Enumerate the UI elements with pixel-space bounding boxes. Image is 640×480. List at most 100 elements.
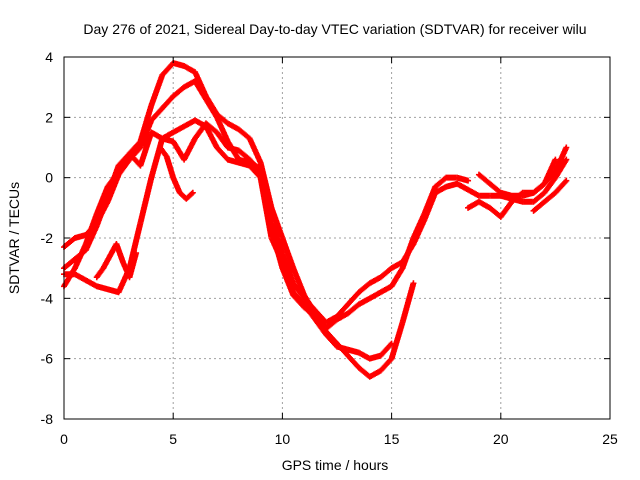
track-segment bbox=[334, 341, 350, 358]
track-segment bbox=[531, 199, 547, 213]
tick-layer: 0 5 10 15 20 25 -8 -6 -4 -2 0 2 4 bbox=[41, 49, 618, 447]
track-segment bbox=[302, 296, 318, 313]
series-track-e bbox=[93, 241, 140, 281]
x-tick-label: 10 bbox=[275, 431, 291, 447]
track-segment bbox=[542, 157, 558, 186]
data-point bbox=[410, 280, 417, 287]
track-segment bbox=[553, 145, 569, 174]
data-point bbox=[189, 189, 196, 196]
track-segment bbox=[126, 251, 139, 279]
track-segment bbox=[148, 73, 165, 107]
track-segment bbox=[399, 281, 417, 324]
track-segment bbox=[236, 148, 252, 162]
track-segment bbox=[257, 170, 275, 231]
y-axis-label: SDTVAR / TECUs bbox=[6, 182, 22, 294]
track-segment bbox=[94, 200, 110, 225]
track-segment bbox=[400, 242, 416, 264]
track-segment bbox=[553, 157, 569, 180]
track-segment bbox=[148, 136, 165, 180]
track-segment bbox=[158, 145, 169, 159]
track-segment bbox=[542, 175, 558, 195]
y-tick-label: 4 bbox=[45, 49, 53, 65]
track-segment bbox=[170, 176, 183, 195]
y-tick-label: -4 bbox=[41, 290, 54, 306]
track-segment bbox=[290, 266, 307, 297]
track-segment bbox=[389, 266, 405, 288]
x-axis-label: GPS time / hours bbox=[282, 457, 389, 473]
track-segment bbox=[378, 266, 394, 280]
series-track-j bbox=[475, 156, 559, 199]
x-tick-label: 15 bbox=[384, 431, 400, 447]
track-segment bbox=[62, 257, 77, 271]
track-segment bbox=[553, 178, 569, 195]
track-segment bbox=[334, 302, 350, 319]
track-segment bbox=[345, 290, 361, 307]
y-tick-label: -6 bbox=[41, 351, 54, 367]
track-segment bbox=[192, 79, 209, 101]
track-segment bbox=[113, 242, 126, 264]
track-segment bbox=[192, 121, 209, 141]
track-segment bbox=[203, 124, 220, 150]
track-segment bbox=[171, 85, 186, 99]
track-segment bbox=[488, 181, 503, 195]
data-point bbox=[552, 156, 559, 163]
track-segment bbox=[247, 136, 263, 165]
track-segment bbox=[268, 227, 285, 270]
track-segment bbox=[269, 206, 285, 240]
series-track-i bbox=[530, 177, 570, 214]
series-track-g bbox=[454, 156, 570, 205]
series-track-c bbox=[61, 117, 395, 362]
track-segment bbox=[214, 130, 230, 150]
track-segment bbox=[83, 212, 100, 246]
track-segment bbox=[378, 356, 394, 373]
track-segment bbox=[411, 218, 427, 246]
chart-title: Day 276 of 2021, Sidereal Day-to-day VTE… bbox=[83, 21, 586, 37]
series-track-d bbox=[61, 120, 417, 380]
series-layer bbox=[61, 60, 570, 380]
x-tick-label: 0 bbox=[60, 431, 68, 447]
track-segment bbox=[531, 190, 547, 204]
x-tick-label: 5 bbox=[169, 431, 177, 447]
track-segment bbox=[279, 251, 296, 285]
track-segment bbox=[531, 181, 547, 195]
track-segment bbox=[313, 314, 329, 334]
track-segment bbox=[160, 94, 176, 111]
track-segment bbox=[291, 281, 307, 301]
track-segment bbox=[137, 176, 154, 225]
track-segment bbox=[160, 61, 176, 78]
track-segment bbox=[477, 172, 492, 186]
track-segment bbox=[94, 185, 111, 216]
data-point bbox=[563, 144, 570, 151]
data-point bbox=[465, 177, 472, 184]
y-tick-label: -2 bbox=[41, 230, 54, 246]
x-tick-label: 25 bbox=[602, 431, 618, 447]
track-segment bbox=[181, 136, 198, 162]
y-tick-label: 0 bbox=[45, 170, 53, 186]
track-segment bbox=[236, 127, 252, 141]
track-segment bbox=[138, 118, 154, 150]
track-segment bbox=[170, 139, 187, 162]
y-tick-label: -8 bbox=[41, 411, 54, 427]
track-segment bbox=[247, 157, 263, 174]
track-segment bbox=[357, 281, 372, 295]
series-track-f bbox=[157, 144, 196, 202]
track-segment bbox=[542, 190, 558, 204]
track-segment bbox=[105, 169, 121, 189]
track-segment bbox=[421, 191, 438, 222]
track-segment bbox=[94, 266, 106, 279]
track-segment bbox=[164, 155, 176, 180]
track-segment bbox=[433, 175, 448, 189]
track-segment bbox=[61, 266, 78, 288]
data-point bbox=[563, 156, 570, 163]
data-point bbox=[563, 177, 570, 184]
track-segment bbox=[346, 302, 361, 316]
x-tick-label: 20 bbox=[493, 431, 509, 447]
y-tick-label: 2 bbox=[45, 109, 53, 125]
track-segment bbox=[279, 236, 296, 270]
track-segment bbox=[389, 320, 406, 361]
track-segment bbox=[116, 151, 132, 174]
grid-layer bbox=[64, 57, 610, 419]
track-segment bbox=[184, 190, 195, 201]
track-segment bbox=[214, 145, 230, 162]
